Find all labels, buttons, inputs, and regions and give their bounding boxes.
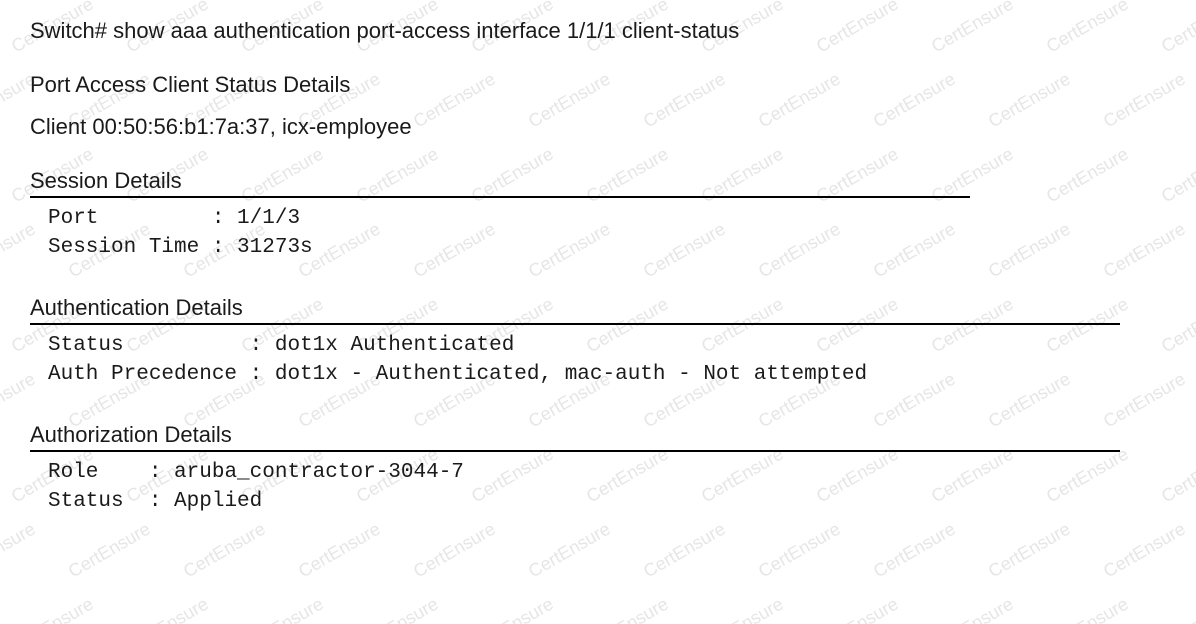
session-port-label: Port	[48, 207, 98, 230]
auth-status-label: Status	[48, 334, 124, 357]
session-details-header: Session Details	[30, 168, 1166, 194]
cli-command: Switch# show aaa authentication port-acc…	[30, 18, 1166, 44]
authz-role-label: Role	[48, 461, 98, 484]
authz-role-row: Role : aruba_contractor-3044-7	[30, 458, 1166, 487]
session-time-row: Session Time : 31273s	[30, 233, 1166, 262]
authentication-details-header: Authentication Details	[30, 295, 1166, 321]
authz-role-value: aruba_contractor-3044-7	[174, 461, 464, 484]
auth-precedence-row: Auth Precedence : dot1x - Authenticated,…	[30, 360, 1166, 389]
session-time-label: Session Time	[48, 236, 199, 259]
auth-precedence-label: Auth Precedence	[48, 363, 237, 386]
authz-status-value: Applied	[174, 490, 262, 513]
auth-precedence-value: dot1x - Authenticated, mac-auth - Not at…	[275, 363, 867, 386]
page-title: Port Access Client Status Details	[30, 72, 1166, 98]
divider	[30, 323, 1120, 325]
client-identity: Client 00:50:56:b1:7a:37, icx-employee	[30, 114, 1166, 140]
session-time-value: 31273s	[237, 236, 313, 259]
auth-status-row: Status : dot1x Authenticated	[30, 331, 1166, 360]
authz-status-label: Status	[48, 490, 124, 513]
session-details-section: Session Details Port : 1/1/3 Session Tim…	[30, 168, 1166, 263]
authz-status-row: Status : Applied	[30, 487, 1166, 516]
divider	[30, 450, 1120, 452]
authentication-details-section: Authentication Details Status : dot1x Au…	[30, 295, 1166, 390]
authorization-details-section: Authorization Details Role : aruba_contr…	[30, 422, 1166, 517]
session-port-row: Port : 1/1/3	[30, 204, 1166, 233]
auth-status-value: dot1x Authenticated	[275, 334, 514, 357]
authorization-details-header: Authorization Details	[30, 422, 1166, 448]
session-port-value: 1/1/3	[237, 207, 300, 230]
divider	[30, 196, 970, 198]
